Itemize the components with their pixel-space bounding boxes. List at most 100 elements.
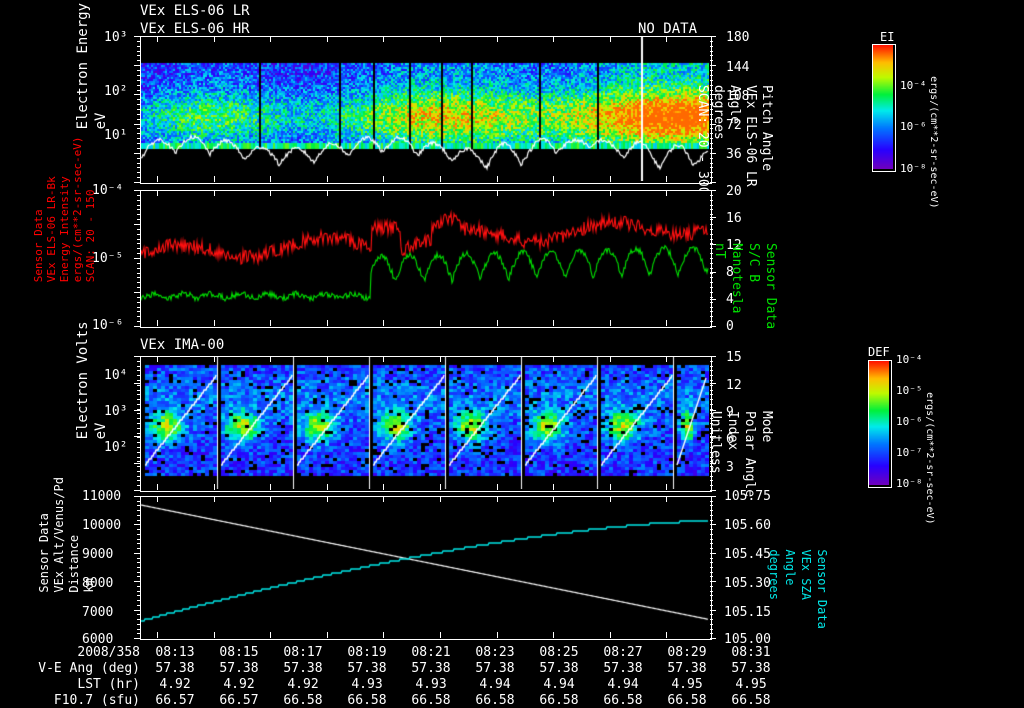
axis-minor-tick xyxy=(710,94,713,95)
panel-2-ytick-2: 10⁻⁶ xyxy=(92,318,124,333)
axis-minor-tick xyxy=(710,442,713,443)
axis-minor-tick xyxy=(137,90,140,91)
axis-minor-tick xyxy=(710,476,713,477)
axis-minor-tick xyxy=(137,133,140,134)
colorbar-1-canvas xyxy=(873,45,893,169)
x-axis-tick-top xyxy=(383,190,384,196)
x-axis-tick xyxy=(553,320,554,326)
axis-tick xyxy=(710,326,716,327)
axis-minor-tick xyxy=(137,277,140,278)
x-axis-tick-top xyxy=(327,356,328,362)
x-axis-tick xyxy=(270,320,271,326)
axis-minor-tick xyxy=(137,591,140,592)
table-row-label: F10.7 (sfu) xyxy=(53,693,140,708)
axis-minor-tick xyxy=(137,148,140,149)
axis-tick xyxy=(710,190,716,191)
axis-minor-tick xyxy=(710,148,713,149)
table-row-label: LST (hr) xyxy=(77,677,140,692)
axis-minor-tick xyxy=(710,529,713,530)
axis-minor-tick xyxy=(137,428,140,429)
x-axis-tick xyxy=(157,176,158,182)
axis-minor-tick xyxy=(710,457,713,458)
table-cell: 4.94 xyxy=(543,677,575,692)
axis-minor-tick xyxy=(137,610,140,611)
axis-minor-tick xyxy=(137,75,140,76)
axis-minor-tick xyxy=(710,268,713,269)
axis-minor-tick xyxy=(137,248,140,249)
axis-minor-tick xyxy=(710,253,713,254)
axis-minor-tick xyxy=(710,287,713,288)
x-axis-tick xyxy=(440,176,441,182)
axis-minor-tick xyxy=(710,55,713,56)
axis-minor-tick xyxy=(710,36,713,37)
colorbar-2-tick-0: 10⁻⁴ xyxy=(896,353,923,366)
panel-4-ytick-5: 6000 xyxy=(82,632,114,647)
axis-minor-tick xyxy=(137,452,140,453)
panel-1-no-data-annotation: NO DATA xyxy=(638,21,698,37)
axis-minor-tick xyxy=(137,219,140,220)
axis-minor-tick xyxy=(710,380,713,381)
table-cell: 4.95 xyxy=(735,677,767,692)
axis-tick xyxy=(710,217,716,218)
panel-3-ima-spectrogram xyxy=(140,356,712,492)
axis-minor-tick xyxy=(137,576,140,577)
x-axis-tick-top xyxy=(270,36,271,42)
x-axis-tick-top xyxy=(383,496,384,502)
axis-minor-tick xyxy=(137,234,140,235)
axis-minor-tick xyxy=(710,558,713,559)
panel-1-y2tick-0: 180 xyxy=(726,30,750,45)
x-axis-tick-top xyxy=(383,36,384,42)
panel-2-intensity-magnetic xyxy=(140,190,712,328)
axis-minor-tick xyxy=(710,553,713,554)
axis-minor-tick xyxy=(710,466,713,467)
axis-minor-tick xyxy=(137,562,140,563)
axis-minor-tick xyxy=(137,311,140,312)
x-axis-tick-top xyxy=(440,356,441,362)
axis-minor-tick xyxy=(137,505,140,506)
panel-3-y2tick-0: 15 xyxy=(726,350,742,365)
axis-minor-tick xyxy=(137,55,140,56)
axis-minor-tick xyxy=(137,413,140,414)
axis-tick xyxy=(710,182,716,183)
axis-minor-tick xyxy=(137,172,140,173)
table-cell: 66.58 xyxy=(667,693,707,708)
axis-minor-tick xyxy=(137,442,140,443)
x-axis-tick-top xyxy=(440,496,441,502)
x-axis-tick xyxy=(440,632,441,638)
axis-tick xyxy=(710,383,716,384)
axis-minor-tick xyxy=(710,548,713,549)
axis-minor-tick xyxy=(137,629,140,630)
axis-minor-tick xyxy=(710,316,713,317)
x-axis-tick-top xyxy=(666,356,667,362)
x-axis-tick-top xyxy=(497,36,498,42)
panel-2-ytick-1: 10⁻⁵ xyxy=(92,251,124,266)
panel-1-left-axis-label-line-1: eV xyxy=(93,112,109,130)
axis-minor-tick xyxy=(710,452,713,453)
x-axis-tick-top xyxy=(553,36,554,42)
panel-2-canvas xyxy=(141,191,709,325)
axis-minor-tick xyxy=(710,375,713,376)
axis-minor-tick xyxy=(710,510,713,511)
table-cell: 57.38 xyxy=(283,661,323,676)
axis-tick xyxy=(134,410,140,411)
axis-minor-tick xyxy=(710,307,713,308)
axis-minor-tick xyxy=(710,167,713,168)
panel-1-title-hr: VEx ELS-06 HR xyxy=(140,21,250,37)
axis-minor-tick xyxy=(137,99,140,100)
panel-2-y2tick-1: 16 xyxy=(726,211,742,226)
axis-tick xyxy=(134,326,140,327)
panel-1-y2tick-2: 108 xyxy=(726,89,750,104)
x-axis-tick xyxy=(666,632,667,638)
axis-tick xyxy=(134,490,140,491)
axis-minor-tick xyxy=(710,158,713,159)
panel-4-y2tick-1: 105.60 xyxy=(724,518,771,533)
x-axis-tick xyxy=(553,176,554,182)
panel-4-canvas xyxy=(141,497,709,637)
table-cell: 57.38 xyxy=(347,661,387,676)
axis-minor-tick xyxy=(710,461,713,462)
axis-tick xyxy=(710,153,716,154)
table-cell: 08:19 xyxy=(347,645,387,660)
x-axis-tick-top xyxy=(327,36,328,42)
table-cell: 66.58 xyxy=(731,693,771,708)
axis-minor-tick xyxy=(137,418,140,419)
